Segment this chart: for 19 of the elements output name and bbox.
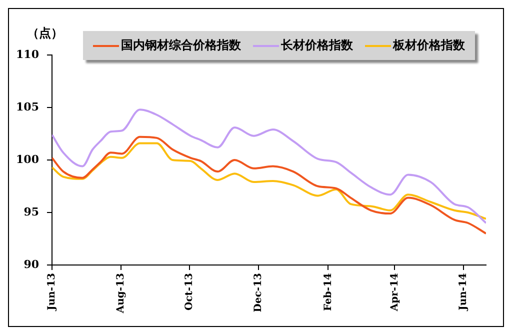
legend-label: 长材价格指数 (281, 37, 353, 54)
y-tick-label: 95 (24, 205, 39, 218)
y-tick-label: 110 (16, 48, 40, 61)
line-series (52, 108, 486, 224)
y-axis-title: （点） (27, 25, 63, 42)
x-tick-label: Oct-13 (184, 272, 196, 310)
y-tick-label: 100 (16, 152, 40, 166)
legend-label: 国内钢材综合价格指数 (121, 37, 241, 54)
x-tick-label: Aug-13 (115, 272, 126, 314)
y-tick-label: 90 (24, 258, 40, 271)
line-series (52, 142, 486, 220)
legend-label: 板材价格指数 (393, 37, 465, 54)
line-series (52, 136, 486, 234)
x-tick-label: Dec-13 (252, 272, 264, 312)
x-tick-label: Jun-14 (458, 272, 470, 312)
x-tick-label: Jun-13 (46, 272, 58, 312)
x-tick-label: Apr-14 (389, 272, 400, 312)
x-tick-label: Feb-14 (322, 272, 334, 311)
y-tick-label: 105 (16, 100, 39, 114)
